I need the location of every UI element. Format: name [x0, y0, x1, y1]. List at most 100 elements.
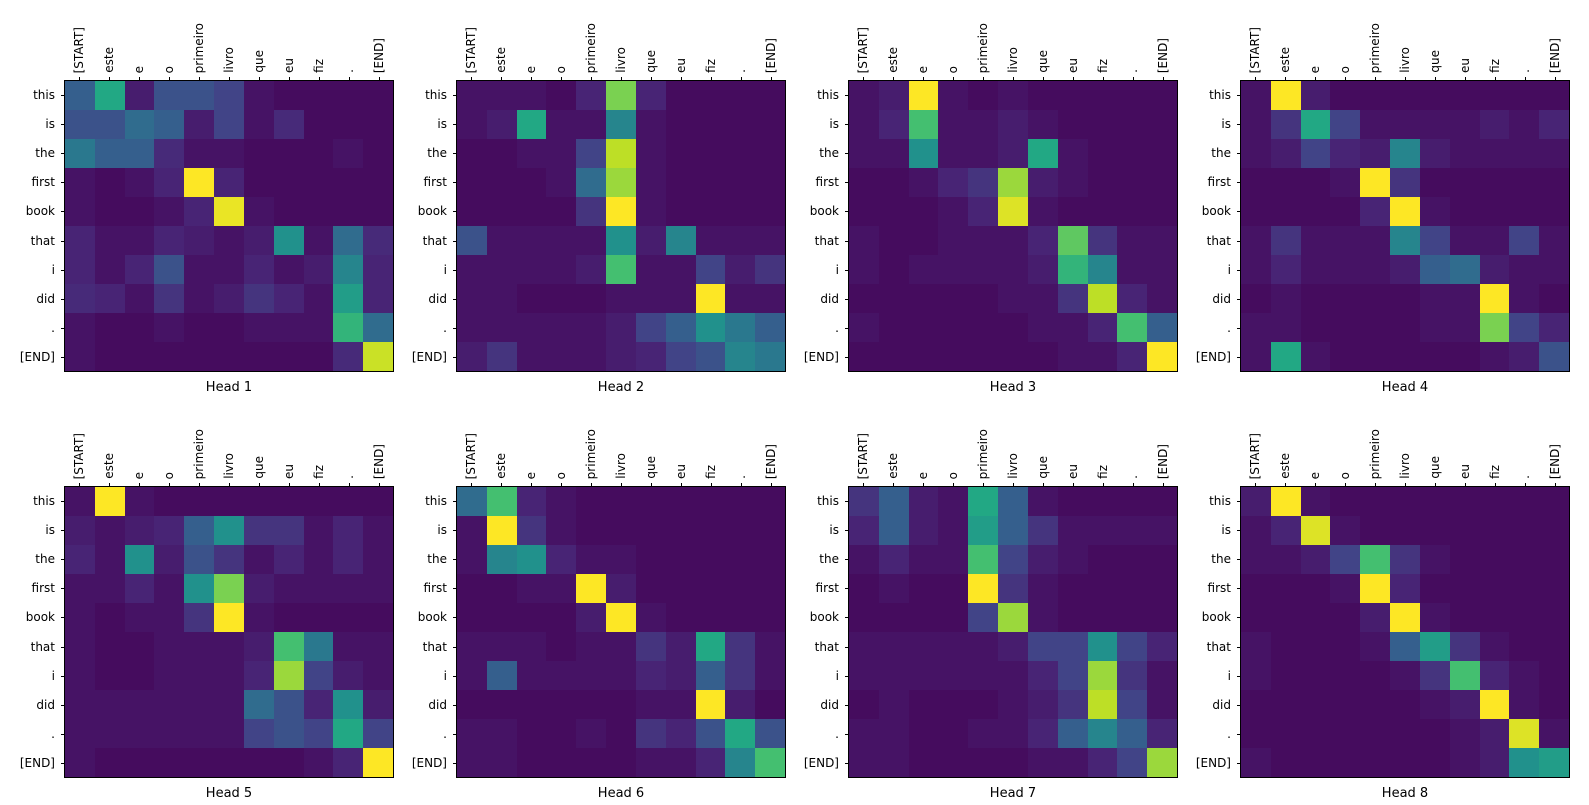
x-tick-label: que: [1428, 456, 1442, 479]
heatmap-cell: [606, 661, 636, 690]
heatmap-cell: [1027, 81, 1058, 110]
heatmap-cell: [1147, 748, 1177, 777]
heatmap-cell: [1449, 719, 1480, 748]
x-tick-label: e: [524, 65, 538, 73]
heatmap-cell: [243, 516, 274, 545]
heatmap-cell: [908, 81, 939, 110]
heatmap-cell: [243, 545, 274, 574]
heatmap-cell: [998, 284, 1028, 313]
heatmap-cell: [1360, 139, 1391, 168]
x-tick: que: [636, 4, 666, 80]
x-tick: e: [124, 4, 154, 80]
heatmap-cell: [878, 487, 909, 516]
heatmap-cell: [1147, 284, 1177, 313]
x-tick: que: [1028, 410, 1058, 486]
heatmap-cell: [1270, 748, 1301, 777]
heatmap-cell: [516, 545, 547, 574]
heatmap-cell: [154, 690, 185, 719]
heatmap-cell: [878, 545, 909, 574]
heatmap-cell: [243, 342, 274, 371]
heatmap-cell: [363, 110, 393, 139]
heatmap-cell: [1360, 719, 1391, 748]
heatmap-cell: [546, 313, 577, 342]
heatmap-cell: [998, 313, 1028, 342]
heatmap-cell: [124, 574, 155, 603]
heatmap-cell: [1330, 516, 1361, 545]
heatmap-cell: [65, 313, 95, 342]
y-tick-label: .: [792, 720, 848, 749]
heatmap-cell: [546, 139, 577, 168]
x-tick: [END]: [1540, 410, 1570, 486]
x-tick-label: livro: [1006, 453, 1020, 479]
heatmap-cell: [725, 81, 756, 110]
heatmap-cell: [878, 342, 909, 371]
heatmap-cell: [1087, 661, 1118, 690]
heatmap-cell: [755, 284, 785, 313]
heatmap-cell: [1360, 632, 1391, 661]
x-tick: e: [516, 410, 546, 486]
heatmap-cell: [1330, 197, 1361, 226]
heatmap-cell: [1449, 748, 1480, 777]
heatmap-cell: [725, 748, 756, 777]
heatmap-cell: [938, 139, 969, 168]
heatmap-cell: [665, 748, 696, 777]
x-tick: .: [726, 410, 756, 486]
heatmap-cell: [516, 516, 547, 545]
heatmap-cell: [1390, 226, 1420, 255]
x-tick-label: [END]: [764, 37, 778, 73]
heatmap-cell: [486, 139, 517, 168]
x-tick-label: livro: [222, 453, 236, 479]
subplot-title-head-8: Head 8: [1381, 785, 1429, 801]
y-tick-label: book: [8, 197, 64, 226]
heatmap-cell: [1117, 226, 1148, 255]
heatmap-cell: [908, 719, 939, 748]
x-axis-head-7: [START] este e o primeiro livro que eu fiz. [END]: [848, 410, 1178, 486]
heatmap-cell: [576, 284, 607, 313]
heatmap-cell: [665, 139, 696, 168]
x-tick: .: [1510, 410, 1540, 486]
heatmap-cell: [457, 690, 487, 719]
heatmap-cell: [968, 168, 999, 197]
heatmap-cell: [1479, 487, 1510, 516]
heatmap-cell: [1390, 139, 1420, 168]
x-tick: e: [908, 4, 938, 80]
heatmap-cell: [665, 168, 696, 197]
heatmap-cell: [1509, 168, 1540, 197]
heatmap-cell: [1270, 487, 1301, 516]
heatmap-cell: [1300, 81, 1331, 110]
heatmap-cell: [1509, 487, 1540, 516]
heatmap-cell: [457, 168, 487, 197]
y-tick-label: first: [8, 168, 64, 197]
heatmap-cell: [1087, 313, 1118, 342]
heatmap-cell: [1147, 719, 1177, 748]
heatmap-cell: [606, 719, 636, 748]
heatmap-cell: [1539, 255, 1569, 284]
heatmap-cell: [303, 313, 334, 342]
heatmap-cell: [755, 690, 785, 719]
heatmap-cell: [333, 110, 364, 139]
heatmap-cell: [1390, 748, 1420, 777]
heatmap-cell: [725, 342, 756, 371]
heatmap-cell: [1087, 487, 1118, 516]
x-tick: [END]: [1540, 4, 1570, 80]
heatmap-cell: [755, 748, 785, 777]
heatmap-cell: [486, 574, 517, 603]
heatmap-cell: [65, 574, 95, 603]
x-tick: primeiro: [968, 4, 998, 80]
heatmap-cell: [486, 284, 517, 313]
x-tick-label: primeiro: [976, 22, 990, 73]
heatmap-cell: [665, 81, 696, 110]
heatmap-cell: [1390, 487, 1420, 516]
heatmap-cell: [695, 632, 726, 661]
x-tick-label: livro: [222, 47, 236, 73]
heatmap-cell: [665, 516, 696, 545]
x-tick-label: que: [1036, 50, 1050, 73]
heatmap-cell: [908, 632, 939, 661]
heatmap-cell: [273, 81, 304, 110]
heatmap-cell: [1027, 574, 1058, 603]
heatmap-cell: [94, 313, 125, 342]
heatmap-cell: [457, 719, 487, 748]
heatmap-cell: [1479, 284, 1510, 313]
heatmap-cell: [1057, 661, 1088, 690]
